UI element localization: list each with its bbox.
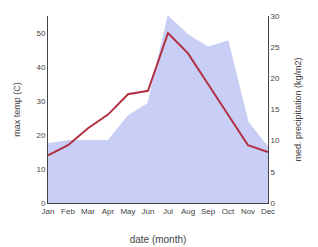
svg-text:date (month): date (month): [130, 234, 187, 245]
svg-text:5: 5: [271, 168, 276, 177]
svg-text:Jun: Jun: [142, 207, 155, 216]
svg-text:Feb: Feb: [61, 207, 75, 216]
svg-text:50: 50: [36, 29, 45, 38]
svg-text:10: 10: [271, 136, 280, 145]
svg-text:Dec: Dec: [261, 207, 275, 216]
svg-text:Apr: Apr: [102, 207, 115, 216]
svg-text:20: 20: [271, 74, 280, 83]
svg-text:Sep: Sep: [201, 207, 216, 216]
svg-text:30: 30: [36, 97, 45, 106]
svg-text:Mar: Mar: [81, 207, 95, 216]
svg-text:10: 10: [36, 165, 45, 174]
svg-text:20: 20: [36, 131, 45, 140]
svg-text:40: 40: [36, 63, 45, 72]
svg-text:Oct: Oct: [222, 207, 235, 216]
svg-text:0: 0: [271, 199, 276, 208]
svg-text:Jul: Jul: [163, 207, 173, 216]
svg-text:25: 25: [271, 43, 280, 52]
svg-text:med. precipitation (kg/m2): med. precipitation (kg/m2): [293, 57, 303, 161]
svg-text:15: 15: [271, 105, 280, 114]
svg-text:May: May: [120, 207, 135, 216]
svg-text:Nov: Nov: [241, 207, 255, 216]
svg-text:max temp (C): max temp (C): [12, 82, 22, 137]
svg-text:0: 0: [41, 199, 46, 208]
svg-text:Aug: Aug: [181, 207, 195, 216]
svg-text:Jan: Jan: [42, 207, 55, 216]
svg-text:30: 30: [271, 12, 280, 21]
